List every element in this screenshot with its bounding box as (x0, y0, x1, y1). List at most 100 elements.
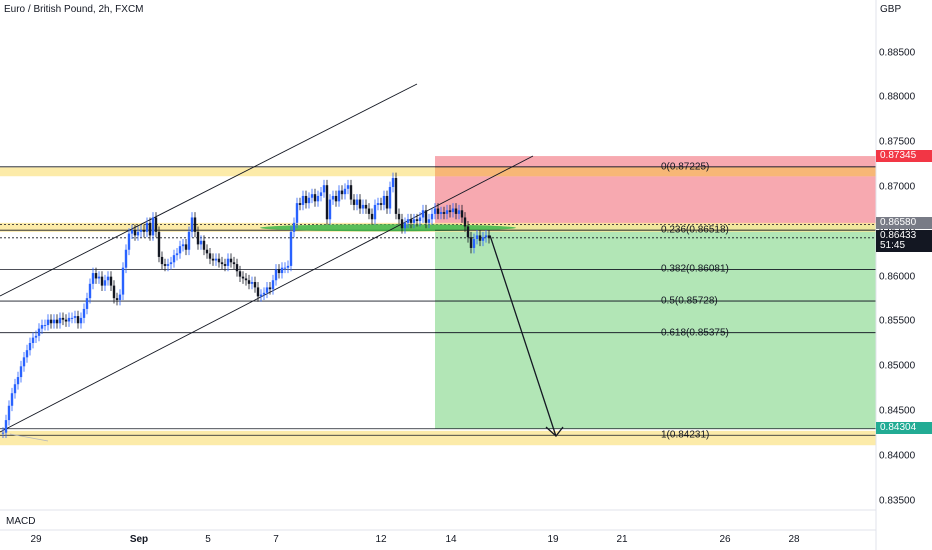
candle-body (340, 190, 344, 195)
stop-loss-zone (435, 156, 876, 225)
candle-body (421, 210, 425, 218)
candle-body (67, 317, 71, 322)
candle-body (316, 195, 320, 202)
candle-body (319, 192, 323, 196)
candle-body (160, 256, 164, 265)
price-tick-label: 0.85500 (879, 315, 916, 327)
price-tick-label: 0.88500 (879, 47, 916, 58)
price-tick-label: 0.84000 (879, 450, 916, 462)
candle-body (436, 208, 440, 214)
projection-arrow-head (545, 426, 564, 437)
candle-body (94, 273, 98, 279)
candle-body (307, 197, 311, 204)
candle-body (373, 204, 377, 220)
candle-body (31, 337, 35, 343)
candle-body (487, 235, 491, 239)
candle-body (16, 377, 20, 385)
candle-body (334, 195, 338, 202)
candle-body (145, 222, 149, 232)
channel-upper-line (0, 83, 418, 297)
candle-body (460, 210, 464, 218)
candle-body (328, 199, 332, 220)
price-tick-label: 0.83500 (879, 495, 916, 507)
candle-body (289, 231, 293, 266)
fib-level-label: 0.382(0.86081) (661, 263, 729, 275)
candle-body (415, 219, 419, 222)
candle-body (25, 350, 29, 358)
candle-body (85, 298, 89, 309)
time-tick-label: 29 (30, 534, 42, 545)
price-tick-label: 0.88000 (879, 91, 916, 103)
candle-body (358, 199, 362, 209)
candle-body (325, 185, 329, 220)
zone-band-lower-target (0, 430, 876, 446)
candle-body (214, 258, 218, 261)
candle-body (196, 231, 200, 245)
candle-body (253, 282, 257, 288)
price-tick-label: 0.87000 (879, 181, 916, 193)
candle-body (418, 217, 422, 222)
candle-body (412, 219, 416, 223)
candle-body (301, 195, 305, 205)
candle-body (250, 282, 254, 284)
candle-body (124, 249, 128, 268)
stop-price-badge: 0.87345 (876, 150, 932, 162)
zone-overlap-upper (435, 167, 876, 177)
candle-body (52, 319, 56, 324)
candle-body (139, 230, 143, 232)
channel-lower-line (0, 155, 534, 433)
time-tick-label: 5 (205, 534, 211, 545)
time-tick-label: 12 (375, 534, 387, 545)
candle-body (127, 233, 131, 250)
time-tick-label: Sep (129, 534, 149, 545)
candle-body (427, 219, 431, 223)
macd-indicator-label[interactable]: MACD (6, 516, 36, 527)
candle-body (91, 273, 95, 284)
candle-body (313, 194, 317, 202)
bar-countdown-badge: 51:45 (876, 240, 932, 252)
candle-body (406, 219, 410, 223)
candle-body (22, 357, 26, 367)
candle-body (112, 285, 116, 299)
candle-body (151, 217, 155, 236)
candle-body (43, 325, 47, 327)
candle-body (484, 235, 488, 238)
candle-body (220, 262, 224, 265)
candle-body (154, 217, 158, 232)
candle-body (175, 253, 179, 256)
candle-body (346, 185, 350, 189)
price-tick-label: 0.86000 (879, 271, 916, 283)
candle-body (355, 199, 359, 205)
time-tick-label: 19 (547, 534, 559, 545)
candle-body (271, 280, 275, 290)
price-tick-label: 0.84500 (879, 405, 916, 417)
fib-level-label: 0.5(0.85728) (661, 295, 718, 307)
candle-body (430, 213, 434, 220)
candle-body (370, 213, 374, 220)
candle-body (169, 262, 173, 265)
candle-body (235, 264, 239, 272)
candle-body (136, 231, 140, 236)
candle-body (232, 262, 236, 265)
candle-body (76, 316, 80, 324)
candle-body (433, 208, 437, 214)
price-tick-label: 0.87500 (879, 136, 916, 148)
candle-body (13, 384, 17, 394)
candle-body (478, 235, 482, 241)
candle-body (7, 405, 11, 421)
fib-level-label: 0.236(0.86518) (661, 224, 729, 236)
candle-body (148, 222, 152, 236)
candle-body (442, 212, 446, 214)
candle-body (205, 249, 209, 254)
support-ellipse (260, 224, 516, 232)
candle-body (391, 178, 395, 187)
candle-body (223, 264, 227, 266)
candle-body (79, 317, 83, 324)
candle-body (70, 317, 74, 319)
symbol-title[interactable]: Euro / British Pound, 2h, FXCM (4, 4, 144, 15)
candle-body (295, 203, 299, 223)
candle-body (457, 210, 461, 214)
candle-body (475, 235, 479, 239)
